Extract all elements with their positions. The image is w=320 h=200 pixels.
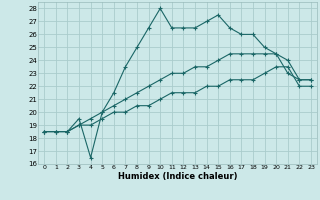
X-axis label: Humidex (Indice chaleur): Humidex (Indice chaleur) <box>118 172 237 181</box>
